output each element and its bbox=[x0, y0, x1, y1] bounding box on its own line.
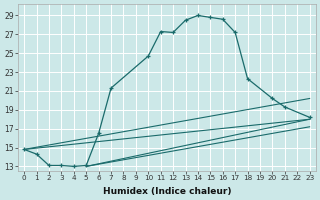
X-axis label: Humidex (Indice chaleur): Humidex (Indice chaleur) bbox=[103, 187, 231, 196]
